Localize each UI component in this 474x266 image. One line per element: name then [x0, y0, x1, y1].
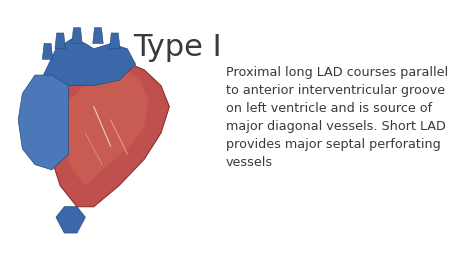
Polygon shape [55, 33, 65, 49]
Text: Proximal long LAD courses parallel
to anterior interventricular groove
on left v: Proximal long LAD courses parallel to an… [226, 66, 448, 169]
Polygon shape [72, 28, 82, 44]
Polygon shape [44, 54, 169, 207]
Polygon shape [109, 33, 120, 49]
Polygon shape [42, 44, 53, 59]
Polygon shape [56, 207, 85, 233]
Text: Type I: Type I [134, 33, 222, 62]
Polygon shape [93, 28, 103, 44]
Polygon shape [18, 75, 69, 170]
Polygon shape [44, 38, 136, 86]
Polygon shape [60, 65, 148, 186]
